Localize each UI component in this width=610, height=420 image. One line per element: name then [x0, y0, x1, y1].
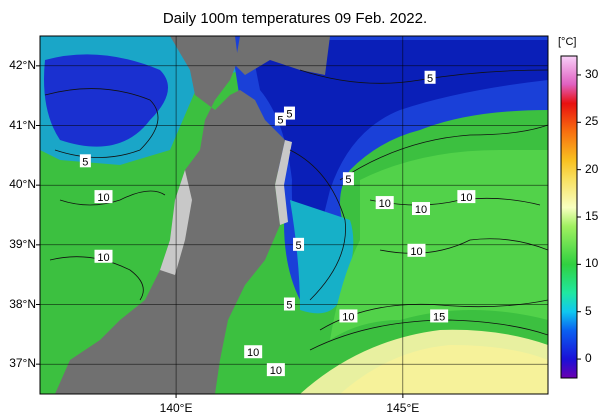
colorbar-tick-layer [577, 74, 581, 360]
contour-label-text: 10 [247, 347, 259, 359]
contour-label-text: 5 [295, 240, 301, 252]
warm-core [340, 345, 548, 394]
contour-label: 10 [339, 309, 358, 323]
land-hokkaido [235, 36, 330, 75]
colorbar-tick-label: 15 [585, 209, 599, 223]
cold-pool-west [44, 54, 168, 147]
contour-label-text: 5 [286, 300, 292, 312]
lat-label: 41°N [9, 117, 36, 132]
map-field [40, 36, 548, 394]
contour-label: 5 [293, 237, 305, 252]
contour-label-text: 10 [410, 246, 422, 258]
contour-label: 10 [94, 249, 113, 264]
contour-label-text: 10 [379, 198, 391, 210]
contour-label: 5 [79, 154, 91, 168]
contour-label-text: 10 [270, 365, 282, 377]
transition-zone [290, 200, 354, 314]
map-frame [39, 35, 549, 395]
contour-label: 5 [342, 172, 354, 186]
cold-core [250, 40, 548, 270]
shelf-east [275, 140, 292, 225]
lat-label: 39°N [9, 236, 36, 251]
contour-label-text: 5 [345, 174, 351, 186]
contour-label: 5 [274, 112, 286, 127]
graticule [40, 36, 548, 394]
contour-label-text: 5 [286, 109, 292, 121]
contour-label: 10 [457, 190, 476, 204]
contour-label-text: 5 [82, 156, 88, 168]
contour-label-text: 15 [433, 311, 445, 323]
colorbar-tick-label: 30 [585, 66, 599, 81]
contour-label-text: 10 [460, 192, 472, 204]
lat-label: 37°N [9, 356, 36, 371]
map-title: Daily 100m temperatures 09 Feb. 2022. [162, 10, 428, 27]
contour-label: 10 [244, 345, 263, 359]
lat-label: 40°N [9, 177, 36, 192]
colorbar-tick-label: 0 [585, 351, 592, 366]
lat-label: 42°N [9, 57, 36, 72]
colorbar [560, 55, 578, 379]
colorbar-tick-label: 10 [585, 256, 599, 271]
lat-label: 38°N [9, 296, 36, 311]
contour-label-text: 10 [415, 204, 427, 216]
contour-label: 5 [283, 297, 295, 312]
colorbar-tick-label: 20 [585, 161, 599, 176]
contour-label: 10 [94, 190, 113, 204]
contour-label: 5 [283, 106, 295, 121]
contour-label: 10 [375, 196, 394, 210]
lat-tick-layer [36, 65, 40, 365]
contour-label: 10 [412, 202, 430, 216]
contour-label: 15 [430, 309, 449, 323]
contour-label: 10 [266, 363, 285, 377]
lon-tick-layer [175, 394, 404, 398]
contour-label-text: 5 [277, 115, 283, 127]
colorbar-tick-label: 5 [585, 303, 592, 318]
contour-label: 5 [424, 70, 436, 85]
lon-label: 145°E [386, 401, 420, 415]
contour-label-text: 10 [97, 252, 109, 264]
contour-label: 10 [407, 243, 426, 258]
lon-label: 140°E [159, 401, 193, 415]
colorbar-unit: [°C] [558, 36, 577, 48]
contour-label-text: 5 [427, 73, 433, 85]
colorbar-tick-label: 25 [585, 114, 599, 129]
contour-label-text: 10 [97, 192, 109, 204]
contour-label-text: 10 [342, 311, 354, 323]
